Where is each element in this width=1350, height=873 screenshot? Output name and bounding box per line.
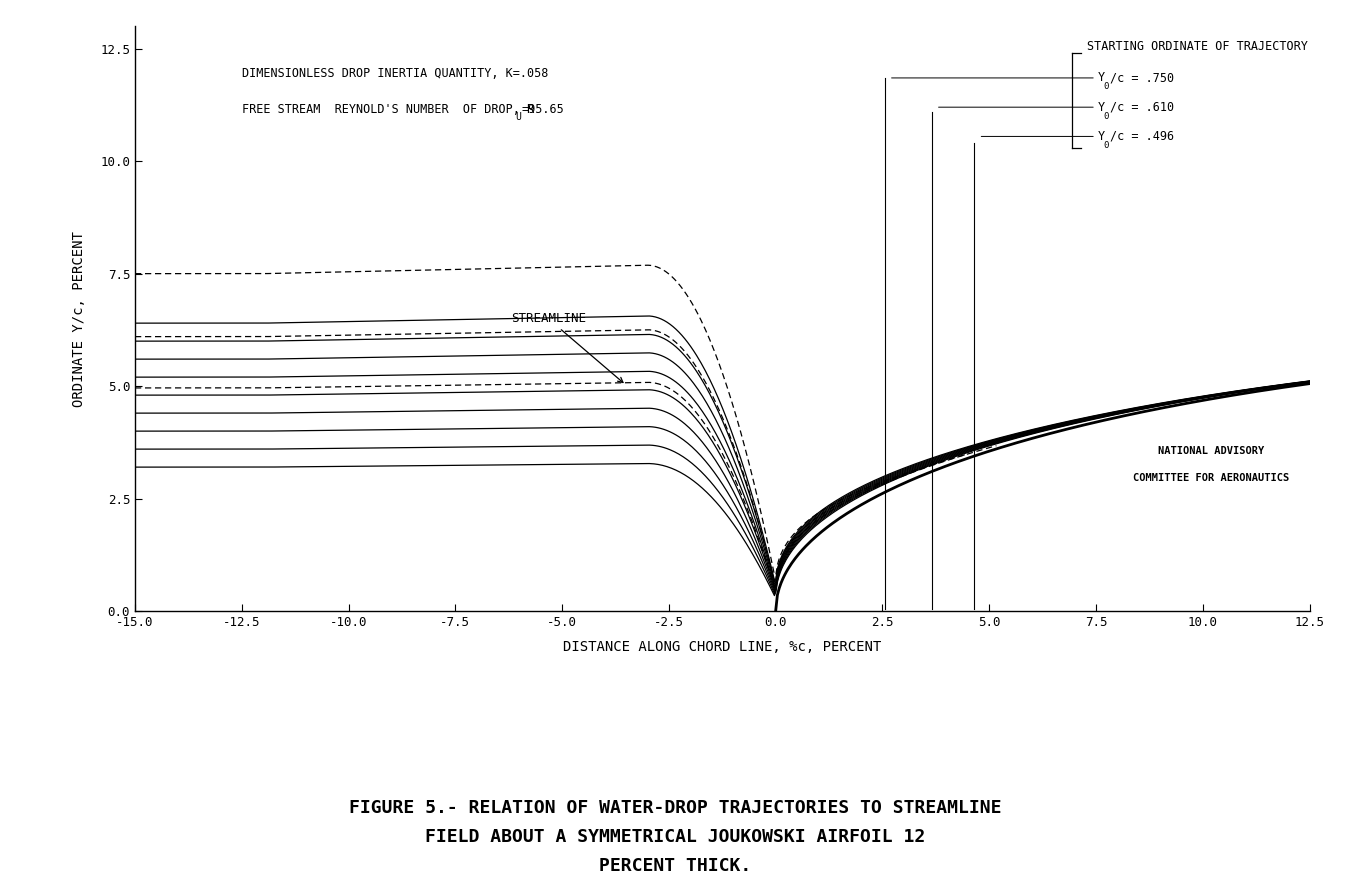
Text: =95.65: =95.65 [522,103,564,116]
Text: COMMITTEE FOR AERONAUTICS: COMMITTEE FOR AERONAUTICS [1133,472,1289,483]
Text: FIGURE 5.- RELATION OF WATER-DROP TRAJECTORIES TO STREAMLINE
FIELD ABOUT A SYMME: FIGURE 5.- RELATION OF WATER-DROP TRAJEC… [348,799,1002,873]
Text: Y: Y [1098,100,1106,113]
Text: STARTING ORDINATE OF TRAJECTORY: STARTING ORDINATE OF TRAJECTORY [1087,40,1308,53]
Text: 0: 0 [1103,141,1108,150]
Text: Y: Y [1098,72,1106,85]
Text: U: U [516,112,521,121]
Text: FREE STREAM  REYNOLD'S NUMBER  OF DROP, R: FREE STREAM REYNOLD'S NUMBER OF DROP, R [242,103,533,116]
Text: Y: Y [1098,130,1106,143]
Text: /c = .750: /c = .750 [1110,72,1174,85]
Text: NATIONAL ADVISORY: NATIONAL ADVISORY [1158,445,1265,456]
Text: STREAMLINE: STREAMLINE [510,313,622,382]
Text: DIMENSIONLESS DROP INERTIA QUANTITY, K=.058: DIMENSIONLESS DROP INERTIA QUANTITY, K=.… [242,66,548,79]
Y-axis label: ORDINATE Y/c, PERCENT: ORDINATE Y/c, PERCENT [73,230,86,407]
Text: /c = .610: /c = .610 [1110,100,1174,113]
Text: 0: 0 [1103,112,1108,120]
Text: 0: 0 [1103,82,1108,92]
Text: /c = .496: /c = .496 [1110,130,1174,143]
X-axis label: DISTANCE ALONG CHORD LINE, %c, PERCENT: DISTANCE ALONG CHORD LINE, %c, PERCENT [563,640,882,654]
